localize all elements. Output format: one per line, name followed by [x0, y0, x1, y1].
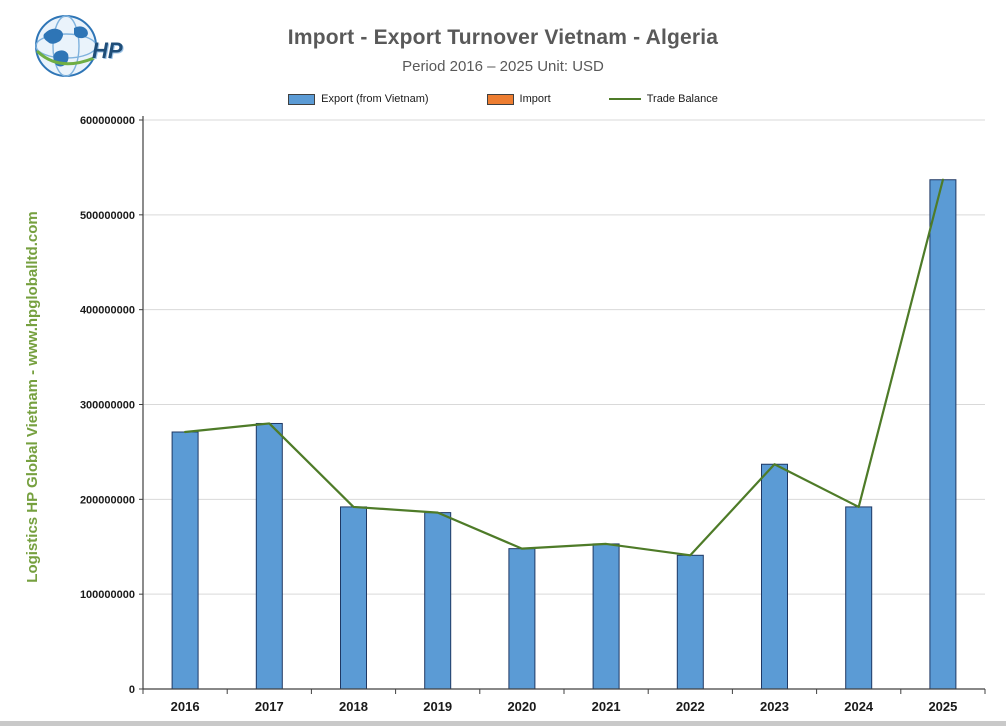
- y-tick-label: 300000000: [80, 400, 135, 412]
- y-tick-label: 500000000: [80, 210, 135, 222]
- legend-item-balance: Trade Balance: [608, 93, 718, 105]
- x-tick-label: 2020: [507, 699, 536, 714]
- x-tick-label: 2016: [171, 699, 200, 714]
- legend-import-label: Import: [519, 93, 551, 105]
- export-bar: [761, 463, 788, 690]
- export-bar: [592, 543, 620, 690]
- export-swatch-icon: [288, 93, 316, 105]
- export-bar: [508, 548, 536, 690]
- x-tick-label: 2018: [339, 699, 368, 714]
- export-bar: [171, 431, 199, 690]
- bottom-scroll-strip: [0, 721, 1006, 726]
- y-tick-label: 400000000: [80, 305, 135, 317]
- chart-plot-area: 0 100000000 200000000 300000000 400000000 500…: [80, 115, 986, 714]
- y-tick-label: 600000000: [80, 115, 135, 127]
- company-logo: HP: [30, 8, 123, 86]
- page-subtitle: Period 2016 – 2025 Unit: USD: [402, 58, 604, 75]
- export-bar: [255, 422, 283, 690]
- x-tick-label: 2017: [255, 699, 284, 714]
- x-tick-label: 2022: [676, 699, 705, 714]
- y-tick-label: 100000000: [80, 589, 135, 601]
- chart-legend: Export (from Vietnam) Import Trade Balan…: [0, 93, 1006, 105]
- page-title: Import - Export Turnover Vietnam - Alger…: [287, 26, 719, 49]
- logo-hp-text: HP: [92, 38, 123, 63]
- export-bar: [676, 554, 704, 690]
- x-tick-label: 2019: [423, 699, 452, 714]
- legend-export-label: Export (from Vietnam): [321, 93, 429, 105]
- y-tick-label: 200000000: [80, 494, 135, 506]
- legend-balance-label: Trade Balance: [646, 93, 718, 105]
- trade-balance-line: [184, 178, 945, 557]
- x-tick-label: 2025: [928, 699, 957, 714]
- export-bar: [929, 179, 957, 690]
- export-bar: [424, 512, 452, 690]
- watermark-container: Logistics HP Global Vietnam - www.hpglob…: [17, 197, 47, 597]
- import-swatch-icon: [486, 93, 514, 105]
- legend-item-import: Import: [486, 93, 551, 105]
- y-tick-label: 0: [129, 684, 135, 696]
- export-bar: [845, 506, 873, 690]
- export-bar: [340, 506, 367, 690]
- globe-icon: [35, 15, 97, 77]
- watermark-text: Logistics HP Global Vietnam - www.hpglob…: [23, 211, 41, 583]
- x-tick-label: 2024: [844, 699, 874, 714]
- balance-swatch-icon: [608, 98, 641, 100]
- legend-item-export: Export (from Vietnam): [288, 93, 429, 105]
- x-tick-label: 2021: [592, 699, 621, 714]
- x-tick-label: 2023: [760, 699, 789, 714]
